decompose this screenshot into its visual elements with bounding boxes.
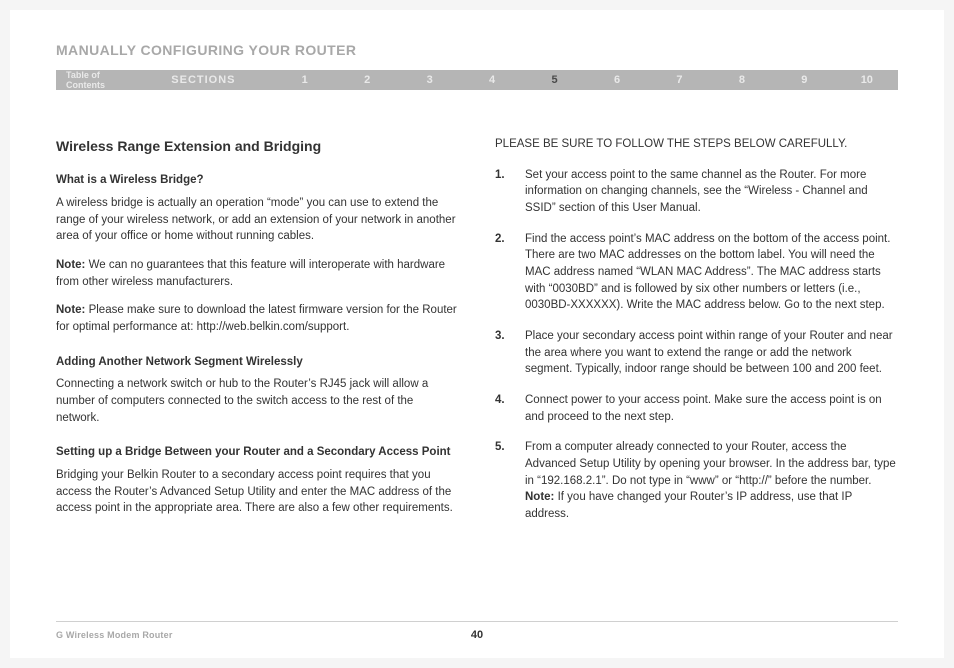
- left-column: Wireless Range Extension and Bridging Wh…: [56, 136, 459, 537]
- nav-sections-label: SECTIONS: [171, 74, 235, 86]
- note-text: We can no guarantees that this feature w…: [56, 259, 445, 288]
- nav-section-6[interactable]: 6: [586, 74, 648, 86]
- nav-section-4[interactable]: 4: [461, 74, 523, 86]
- section-nav-bar: Table of Contents SECTIONS 1 2 3 4 5 6 7…: [56, 70, 898, 90]
- note-lead: Note:: [56, 259, 85, 271]
- footer-product-title: G Wireless Modem Router: [56, 630, 173, 640]
- note-firmware: Note: Please make sure to download the l…: [56, 302, 459, 335]
- page-footer: G Wireless Modem Router 40: [56, 621, 898, 640]
- step-5-post: If you have changed your Router’s IP add…: [525, 491, 852, 520]
- paragraph-setup-bridge: Bridging your Belkin Router to a seconda…: [56, 467, 459, 517]
- nav-section-3[interactable]: 3: [398, 74, 460, 86]
- paragraph-add-segment: Connecting a network switch or hub to th…: [56, 376, 459, 426]
- chapter-title: MANUALLY CONFIGURING YOUR ROUTER: [56, 42, 898, 58]
- section-title: Wireless Range Extension and Bridging: [56, 136, 459, 156]
- nav-section-10[interactable]: 10: [836, 74, 898, 86]
- paragraph-bridge-intro: A wireless bridge is actually an operati…: [56, 195, 459, 245]
- nav-section-7[interactable]: 7: [648, 74, 710, 86]
- step-3: Place your secondary access point within…: [495, 328, 898, 378]
- steps-list: Set your access point to the same channe…: [495, 167, 898, 523]
- subheading-what-is-bridge: What is a Wireless Bridge?: [56, 172, 459, 189]
- footer-page-number: 40: [471, 629, 483, 641]
- nav-section-9[interactable]: 9: [773, 74, 835, 86]
- right-column: PLEASE BE SURE TO FOLLOW THE STEPS BELOW…: [495, 136, 898, 537]
- nav-section-1[interactable]: 1: [274, 74, 336, 86]
- nav-section-2[interactable]: 2: [336, 74, 398, 86]
- nav-section-5[interactable]: 5: [523, 74, 585, 86]
- note-text: Please make sure to download the latest …: [56, 304, 457, 333]
- step-5-pre: From a computer already connected to you…: [525, 441, 896, 486]
- nav-toc-link[interactable]: Table of Contents: [66, 70, 137, 90]
- step-4: Connect power to your access point. Make…: [495, 392, 898, 425]
- document-page: MANUALLY CONFIGURING YOUR ROUTER Table o…: [10, 10, 944, 658]
- nav-section-8[interactable]: 8: [711, 74, 773, 86]
- note-interoperate: Note: We can no guarantees that this fea…: [56, 257, 459, 290]
- note-lead: Note:: [56, 304, 85, 316]
- step-5: From a computer already connected to you…: [495, 439, 898, 522]
- steps-lead: PLEASE BE SURE TO FOLLOW THE STEPS BELOW…: [495, 136, 898, 153]
- subheading-setup-bridge: Setting up a Bridge Between your Router …: [56, 444, 459, 461]
- subheading-add-segment: Adding Another Network Segment Wirelessl…: [56, 354, 459, 371]
- step-1: Set your access point to the same channe…: [495, 167, 898, 217]
- step-5-note-lead: Note:: [525, 491, 554, 503]
- step-2: Find the access point’s MAC address on t…: [495, 231, 898, 314]
- content-columns: Wireless Range Extension and Bridging Wh…: [56, 136, 898, 537]
